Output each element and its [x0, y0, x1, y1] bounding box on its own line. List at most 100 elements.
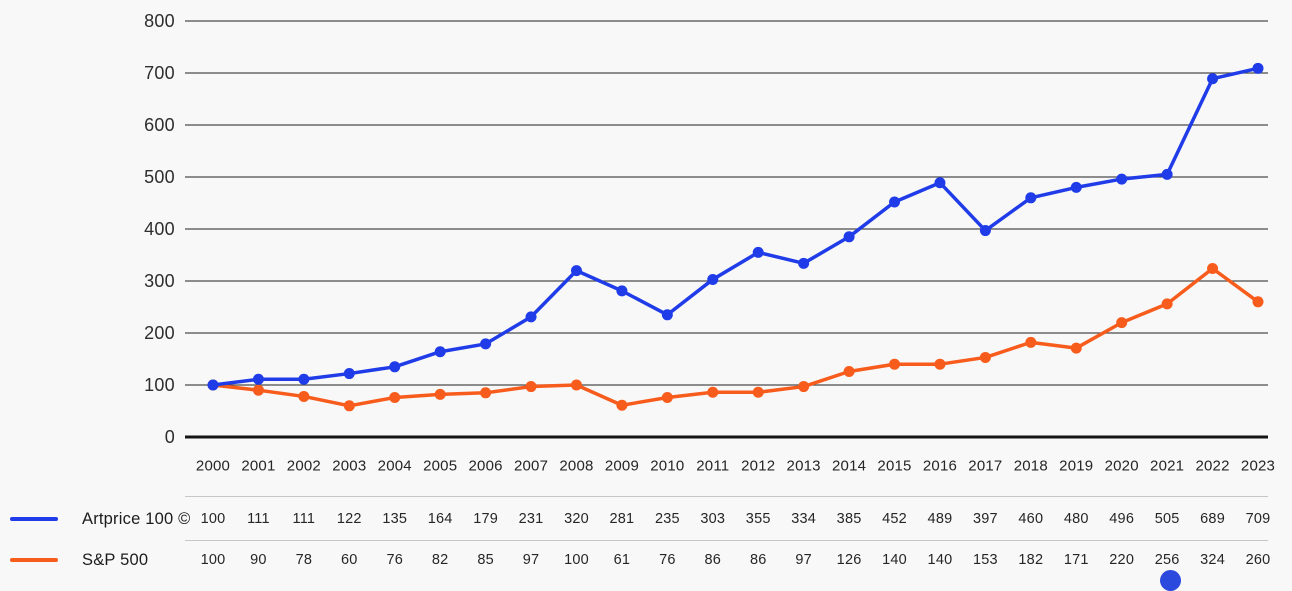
data-point: [661, 309, 673, 321]
y-tick-label: 600: [144, 115, 175, 135]
data-point: [979, 225, 991, 237]
data-point: [843, 231, 855, 243]
year-label: 2005: [423, 457, 458, 475]
data-point: [525, 311, 537, 323]
data-point: [707, 386, 719, 398]
sp500-value: 100: [564, 552, 589, 568]
year-label: 2010: [650, 457, 685, 475]
year-label: 2019: [1059, 457, 1094, 475]
year-label: 2023: [1240, 457, 1276, 475]
year-label: 2000: [195, 457, 231, 475]
data-point: [1252, 62, 1264, 74]
data-point: [570, 379, 582, 391]
artprice-value: 122: [336, 511, 362, 527]
data-point: [752, 386, 764, 398]
year-label: 2004: [377, 457, 412, 475]
data-point: [570, 265, 582, 277]
sp500-value: 61: [613, 552, 631, 568]
sp500-value: 126: [836, 552, 862, 568]
table-divider-bottom: [185, 540, 1268, 541]
artprice-value: 164: [427, 511, 453, 527]
data-point: [480, 387, 492, 399]
year-label: 2020: [1104, 457, 1139, 475]
data-point: [298, 390, 310, 402]
data-point: [1207, 263, 1219, 275]
artprice-value: 111: [292, 511, 316, 527]
data-point: [1116, 317, 1128, 329]
line-chart: 0 100 200 300 400 500 600 700 800: [144, 11, 1268, 447]
sp500-value: 97: [795, 552, 812, 568]
artprice-value: 231: [518, 511, 544, 527]
legend-item-artprice: Artprice 100 ©: [10, 510, 190, 528]
sp500-value: 97: [522, 552, 540, 568]
sp500-value: 153: [972, 552, 998, 568]
sp500-line-swatch-icon: [10, 558, 58, 562]
sp500-value: 90: [250, 552, 267, 568]
sp500-value: 140: [927, 552, 953, 568]
sp500-value: 82: [431, 552, 449, 568]
year-label: 2008: [559, 457, 594, 475]
artprice-value: 320: [564, 511, 589, 527]
data-point: [1025, 336, 1037, 348]
artprice-line-swatch-icon: [10, 517, 58, 521]
artprice-value: 281: [609, 511, 635, 527]
artprice-value: 334: [791, 511, 817, 527]
data-point: [979, 351, 991, 363]
data-point: [934, 177, 946, 189]
series-line-1: [211, 266, 1260, 408]
sp500-value: 86: [749, 552, 767, 568]
partial-floating-button[interactable]: [1160, 570, 1181, 591]
artprice-value: 385: [836, 511, 862, 527]
year-label: 2016: [922, 457, 958, 475]
year-label: 2012: [741, 457, 776, 475]
year-label: 2013: [786, 457, 821, 475]
data-point: [389, 361, 401, 373]
data-point: [1025, 192, 1037, 204]
y-tick-label: 800: [144, 11, 175, 31]
data-point: [207, 379, 219, 391]
data-point: [752, 246, 764, 258]
year-label: 2007: [513, 457, 549, 475]
artprice-value: 460: [1018, 511, 1044, 527]
sp500-value: 260: [1245, 552, 1271, 568]
data-point: [616, 285, 628, 297]
artprice-value: 355: [745, 511, 771, 527]
artprice-value: 689: [1200, 511, 1225, 527]
data-point: [616, 399, 628, 411]
sp500-value: 140: [882, 552, 907, 568]
data-point: [389, 391, 401, 403]
year-label: 2001: [241, 457, 276, 475]
data-point: [661, 391, 673, 403]
year-label: 2009: [604, 457, 639, 475]
y-tick-label: 400: [144, 219, 175, 239]
year-label: 2017: [968, 457, 1003, 475]
artprice-value: 100: [200, 511, 226, 527]
artprice-value: 111: [247, 511, 270, 527]
artprice-value: 397: [972, 511, 998, 527]
artprice-value: 505: [1154, 511, 1180, 527]
artprice-value: 489: [927, 511, 953, 527]
legend-label-artprice: Artprice 100 ©: [82, 509, 191, 528]
data-point: [889, 196, 901, 208]
data-point: [1161, 298, 1173, 310]
data-point: [707, 273, 719, 285]
sp500-value: 76: [386, 552, 403, 568]
sp500-value: 60: [341, 552, 358, 568]
data-point: [798, 257, 810, 269]
data-point: [298, 373, 310, 385]
sp500-value: 86: [704, 552, 722, 568]
sp500-value: 324: [1200, 552, 1225, 568]
sp500-value: 78: [295, 552, 313, 568]
y-tick-label: 200: [144, 323, 175, 343]
chart-container: 0 100 200 300 400 500 600 700 800 2000 2001 2002 20…: [10, 11, 1276, 591]
sp500-value: 76: [659, 552, 676, 568]
data-point: [434, 388, 446, 400]
data-point: [889, 358, 901, 370]
y-tick-label: 300: [144, 271, 175, 291]
table-divider-top: [185, 496, 1268, 497]
data-point: [343, 400, 355, 412]
data-point: [252, 373, 264, 385]
data-point: [525, 381, 537, 393]
data-point: [934, 358, 946, 370]
data-point: [1252, 296, 1264, 308]
